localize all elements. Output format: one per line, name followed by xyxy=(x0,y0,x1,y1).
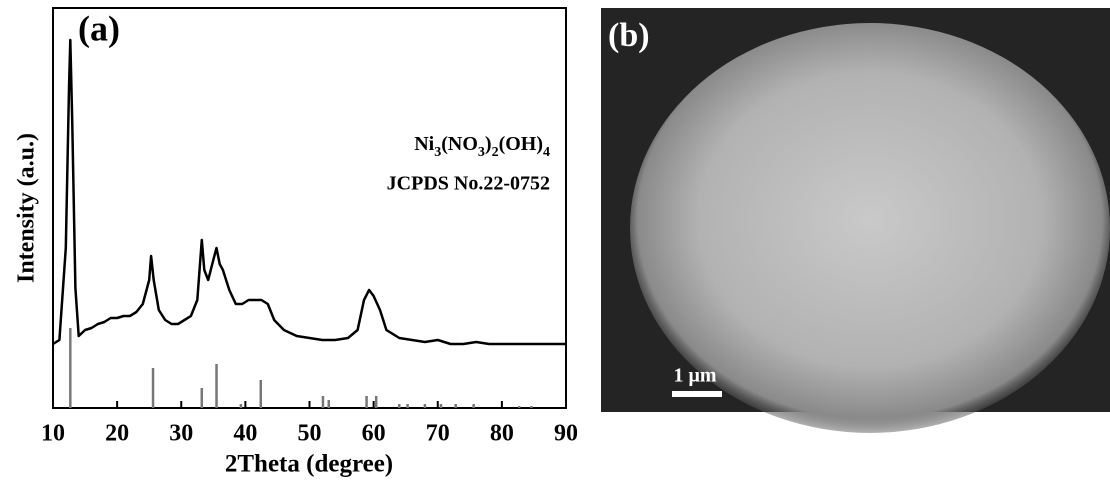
sem-panel: (b) 1 μm xyxy=(601,8,1110,433)
x-tick-label: 40 xyxy=(233,421,257,447)
annotation: Ni3(NO3)2(OH)4 xyxy=(414,133,550,160)
panel-label: (b) xyxy=(608,17,650,54)
x-tick-label: 30 xyxy=(169,421,193,447)
xrd-chart: (a) Intensity (a.u.) 2Theta (degree) Ni3… xyxy=(14,7,578,478)
x-tick-label: 80 xyxy=(490,421,514,447)
x-tick-label: 60 xyxy=(362,421,386,447)
x-tick-label: 20 xyxy=(105,421,129,447)
annotation: JCPDS No.22-0752 xyxy=(387,173,550,195)
sem-particle xyxy=(630,23,1110,433)
xrd-pattern xyxy=(52,38,566,346)
x-tick-label: 50 xyxy=(298,421,322,447)
x-tick-label: 90 xyxy=(554,421,578,447)
scale-bar-label: 1 μm xyxy=(674,365,717,387)
y-axis-label: Intensity (a.u.) xyxy=(14,133,40,283)
scale-bar xyxy=(672,391,722,397)
plot-frame xyxy=(52,7,567,409)
panel-label: (a) xyxy=(78,8,120,48)
x-tick-label: 10 xyxy=(41,421,65,447)
x-tick-label: 70 xyxy=(426,421,450,447)
x-axis-label: 2Theta (degree) xyxy=(225,451,393,478)
